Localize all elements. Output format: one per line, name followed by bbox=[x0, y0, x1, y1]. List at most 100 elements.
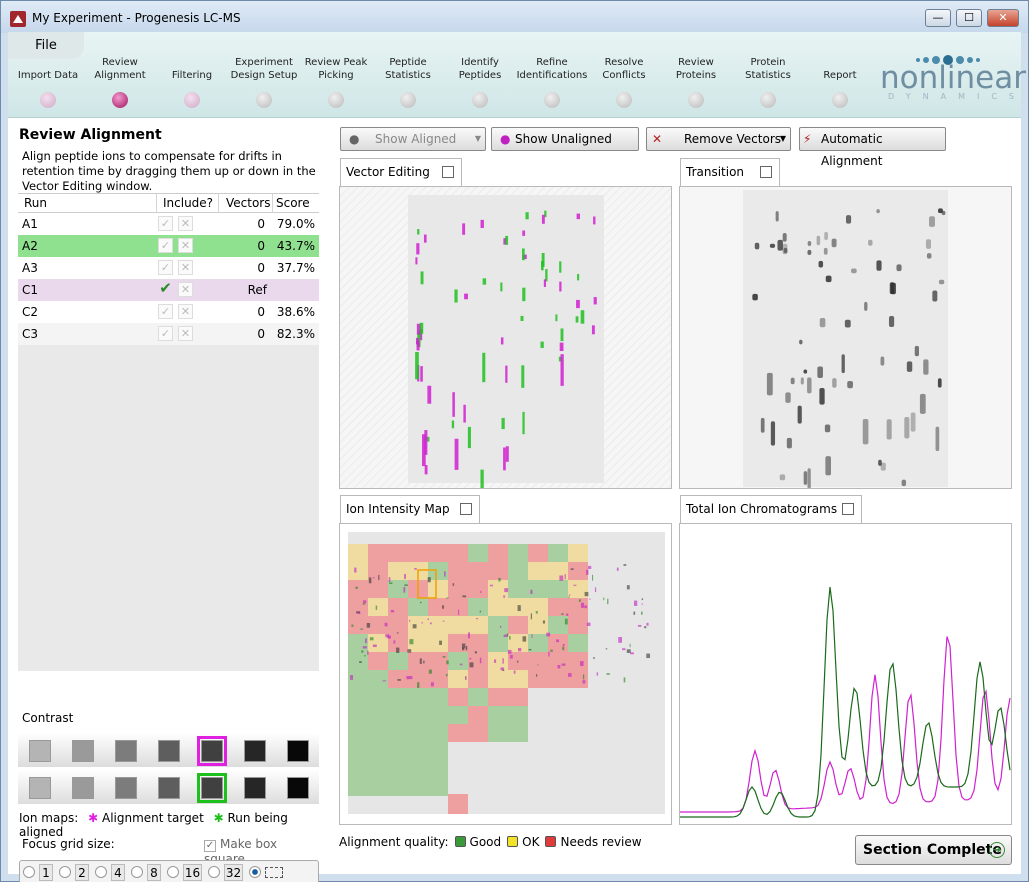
tab-ion-intensity-map[interactable]: Ion Intensity Map bbox=[340, 495, 480, 523]
workflow-step-dot[interactable] bbox=[832, 92, 848, 108]
grid-size-radio-custom[interactable] bbox=[249, 866, 261, 878]
workflow-step-dot[interactable] bbox=[616, 92, 632, 108]
workflow-step-dot[interactable] bbox=[472, 92, 488, 108]
workflow-step-0[interactable]: Import Data bbox=[12, 56, 84, 108]
table-row[interactable]: A3 ✓ ✕ 0 37.7% bbox=[18, 257, 319, 279]
grid-size-button[interactable]: 8 bbox=[147, 864, 161, 881]
pin-icon[interactable] bbox=[760, 166, 772, 178]
workflow-step-5[interactable]: Peptide Statistics bbox=[372, 56, 444, 108]
custom-box-icon[interactable] bbox=[265, 867, 283, 878]
pin-icon[interactable] bbox=[442, 166, 454, 178]
panel-description: Align peptide ions to compensate for dri… bbox=[22, 149, 316, 193]
col-include[interactable]: Include? bbox=[163, 196, 214, 210]
tic-chart bbox=[680, 586, 1011, 818]
automatic-alignment-button[interactable]: ⚡ Automatic Alignment bbox=[799, 127, 946, 168]
transition-pane[interactable] bbox=[679, 186, 1012, 489]
exclude-x-icon[interactable]: ✕ bbox=[178, 326, 193, 341]
table-row[interactable]: C3 ✓ ✕ 0 82.3% bbox=[18, 323, 319, 345]
workflow-step-dot[interactable] bbox=[688, 92, 704, 108]
tab-transition[interactable]: Transition bbox=[680, 158, 780, 186]
table-row[interactable]: A2 ✓ ✕ 0 43.7% bbox=[18, 235, 319, 257]
grid-size-button[interactable]: 32 bbox=[224, 864, 243, 881]
contrast-swatch[interactable] bbox=[197, 773, 227, 803]
workflow-step-dot[interactable] bbox=[544, 92, 560, 108]
workflow-step-dot[interactable] bbox=[760, 92, 776, 108]
remove-vectors-button[interactable]: ✕ Remove Vectors ▼ bbox=[646, 127, 791, 151]
contrast-swatch[interactable] bbox=[29, 740, 51, 762]
include-check-icon[interactable]: ✓ bbox=[158, 260, 173, 275]
exclude-x-icon[interactable]: ✕ bbox=[178, 260, 193, 275]
tic-pane[interactable] bbox=[679, 523, 1012, 825]
contrast-swatch[interactable] bbox=[158, 777, 180, 799]
col-run[interactable]: Run bbox=[24, 196, 48, 210]
tab-vector-editing[interactable]: Vector Editing bbox=[340, 158, 462, 186]
file-menu[interactable]: File bbox=[8, 32, 84, 59]
contrast-swatch[interactable] bbox=[287, 740, 309, 762]
workflow-step-dot[interactable] bbox=[256, 92, 272, 108]
workflow-step-11[interactable]: Report bbox=[804, 56, 876, 108]
run-name: C3 bbox=[22, 327, 39, 341]
contrast-swatch[interactable] bbox=[72, 740, 94, 762]
grid-size-radio[interactable] bbox=[167, 866, 179, 878]
workflow-step-dot[interactable] bbox=[40, 92, 56, 108]
workflow-step-dot[interactable] bbox=[112, 92, 128, 108]
grid-size-radio[interactable] bbox=[208, 866, 220, 878]
show-aligned-button[interactable]: ● Show Aligned ▼ bbox=[340, 127, 486, 151]
exclude-x-icon[interactable]: ✕ bbox=[178, 304, 193, 319]
col-vectors[interactable]: Vectors bbox=[226, 196, 271, 210]
focus-box[interactable] bbox=[417, 569, 437, 599]
workflow-step-1[interactable]: Review Alignment bbox=[84, 56, 156, 108]
grid-size-radio[interactable] bbox=[23, 866, 35, 878]
contrast-swatch[interactable] bbox=[29, 777, 51, 799]
pin-icon[interactable] bbox=[460, 503, 472, 515]
workflow-step-8[interactable]: Resolve Conflicts bbox=[588, 56, 660, 108]
contrast-swatch[interactable] bbox=[115, 777, 137, 799]
ion-intensity-pane[interactable] bbox=[339, 523, 672, 825]
workflow-step-dot[interactable] bbox=[400, 92, 416, 108]
grid-size-button[interactable]: 4 bbox=[111, 864, 125, 881]
workflow-step-7[interactable]: Refine Identifications bbox=[516, 56, 588, 108]
contrast-swatch[interactable] bbox=[158, 740, 180, 762]
table-row[interactable]: C1 ✔ ✕ Ref bbox=[18, 279, 319, 301]
exclude-x-icon[interactable]: ✕ bbox=[178, 216, 193, 231]
contrast-swatch[interactable] bbox=[72, 777, 94, 799]
workflow-step-9[interactable]: Review Proteins bbox=[660, 56, 732, 108]
section-complete-button[interactable]: Section Complete ➔ bbox=[855, 835, 1012, 865]
include-check-icon[interactable]: ✓ bbox=[158, 304, 173, 319]
workflow-step-6[interactable]: Identify Peptides bbox=[444, 56, 516, 108]
contrast-swatch[interactable] bbox=[287, 777, 309, 799]
show-unaligned-button[interactable]: ● Show Unaligned bbox=[491, 127, 639, 151]
workflow-step-2[interactable]: Filtering bbox=[156, 56, 228, 108]
workflow-step-4[interactable]: Review Peak Picking bbox=[300, 56, 372, 108]
workflow-step-dot[interactable] bbox=[184, 92, 200, 108]
col-score[interactable]: Score bbox=[276, 196, 310, 210]
exclude-x-icon[interactable]: ✕ bbox=[178, 282, 193, 297]
grid-size-radio[interactable] bbox=[95, 866, 107, 878]
contrast-swatch[interactable] bbox=[197, 736, 227, 766]
pin-icon[interactable] bbox=[842, 503, 854, 515]
contrast-swatch[interactable] bbox=[115, 740, 137, 762]
include-check-icon[interactable]: ✓ bbox=[158, 326, 173, 341]
workflow-step-dot[interactable] bbox=[328, 92, 344, 108]
table-row[interactable]: A1 ✓ ✕ 0 79.0% bbox=[18, 213, 319, 235]
contrast-swatch[interactable] bbox=[244, 740, 266, 762]
include-check-icon[interactable]: ✔ bbox=[159, 279, 172, 297]
workflow-step-3[interactable]: Experiment Design Setup bbox=[228, 56, 300, 108]
contrast-swatch[interactable] bbox=[244, 777, 266, 799]
include-check-icon[interactable]: ✓ bbox=[158, 216, 173, 231]
include-check-icon[interactable]: ✓ bbox=[158, 238, 173, 253]
tab-total-ion-chromatograms[interactable]: Total Ion Chromatograms bbox=[680, 495, 862, 523]
grid-size-button[interactable]: 1 bbox=[39, 864, 53, 881]
minimize-button[interactable]: — bbox=[925, 9, 951, 27]
aligned-label: Run being aligned bbox=[19, 811, 288, 839]
grid-size-button[interactable]: 16 bbox=[183, 864, 202, 881]
maximize-button[interactable]: ☐ bbox=[956, 9, 982, 27]
workflow-step-10[interactable]: Protein Statistics bbox=[732, 56, 804, 108]
exclude-x-icon[interactable]: ✕ bbox=[178, 238, 193, 253]
vector-editing-pane[interactable] bbox=[339, 186, 672, 490]
grid-size-button[interactable]: 2 bbox=[75, 864, 89, 881]
table-row[interactable]: C2 ✓ ✕ 0 38.6% bbox=[18, 301, 319, 323]
grid-size-radio[interactable] bbox=[59, 866, 71, 878]
close-button[interactable]: ✕ bbox=[987, 9, 1019, 27]
grid-size-radio[interactable] bbox=[131, 866, 143, 878]
